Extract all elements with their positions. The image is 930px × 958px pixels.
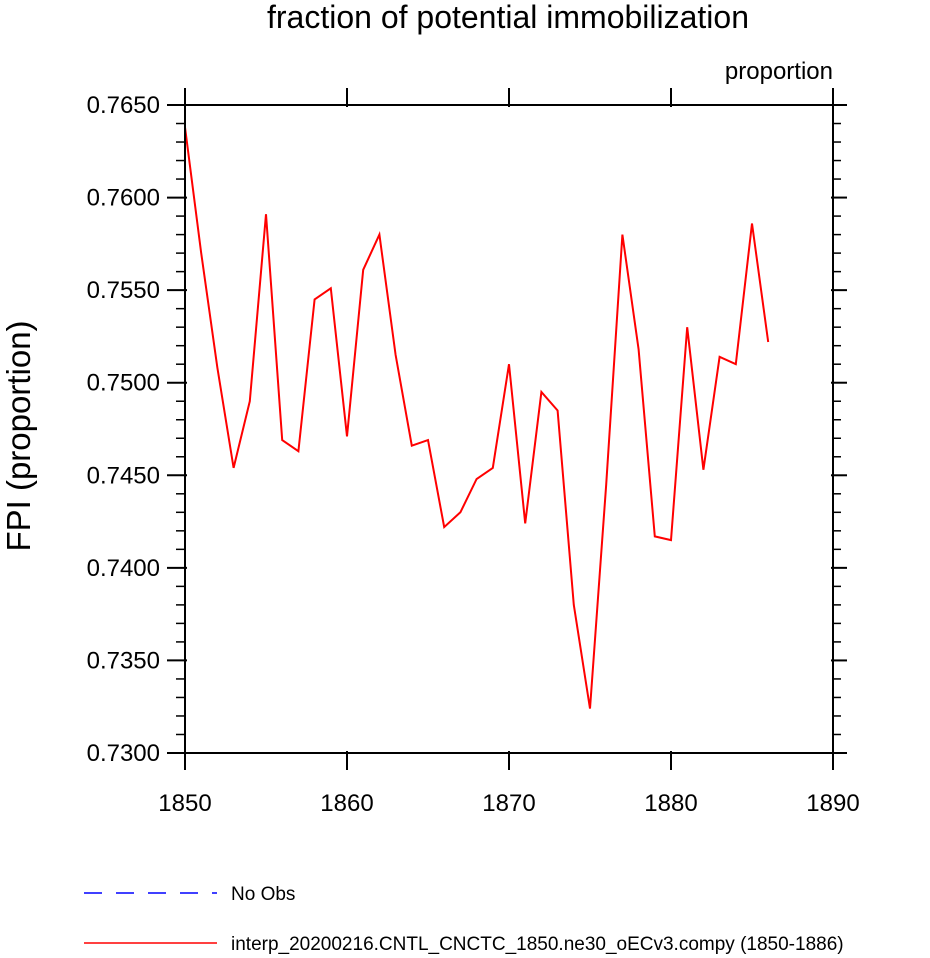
units-label: proportion: [725, 58, 833, 85]
chart-title: fraction of potential immobilization: [267, 0, 749, 35]
x-tick-label: 1880: [644, 790, 697, 817]
legend-label: interp_20200216.CNTL_CNCTC_1850.ne30_oEC…: [231, 934, 844, 955]
x-tick-label: 1870: [482, 790, 535, 817]
x-tick-label: 1890: [806, 790, 859, 817]
legend: No Obs interp_20200216.CNTL_CNCTC_1850.ne…: [84, 884, 844, 955]
x-tick-labels: 1850 1860 1870 1880 1890: [158, 790, 859, 817]
legend-label: No Obs: [231, 884, 295, 905]
x-tick-label: 1850: [158, 790, 211, 817]
y-tick-labels: 0.7300 0.7350 0.7400 0.7450 0.7500 0.7550 0.76…: [87, 92, 160, 767]
y-tick-label: 0.7450: [87, 462, 160, 489]
x-tick-label: 1860: [320, 790, 373, 817]
y-tick-label: 0.7500: [87, 370, 160, 397]
y-axis-label: FPI (proportion): [0, 320, 37, 551]
y-tick-label: 0.7650: [87, 92, 160, 119]
y-tick-label: 0.7300: [87, 740, 160, 767]
y-tick-label: 0.7600: [87, 185, 160, 212]
axis-ticks: [167, 88, 847, 770]
y-tick-label: 0.7550: [87, 277, 160, 304]
y-tick-label: 0.7400: [87, 555, 160, 582]
plot-frame: [184, 104, 834, 754]
series-line: [184, 127, 770, 709]
y-tick-label: 0.7350: [87, 647, 160, 674]
series-layer: [184, 127, 770, 709]
